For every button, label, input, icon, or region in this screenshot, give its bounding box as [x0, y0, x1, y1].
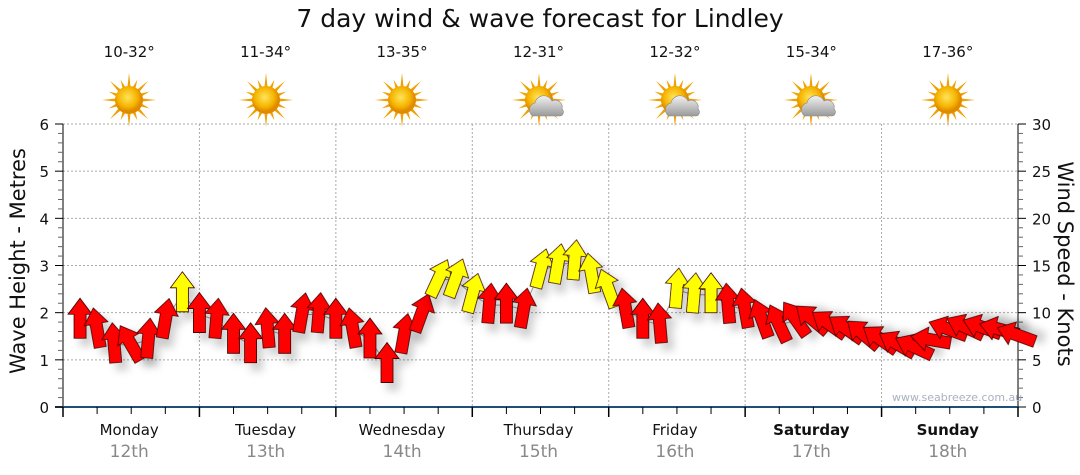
x-tick-label-date: 13th	[246, 442, 286, 462]
y-tick-label-right: 5	[1032, 352, 1042, 370]
wind-arrow	[996, 321, 1038, 348]
watermark: www.seabreeze.com.au	[892, 391, 1023, 404]
y-tick-label-right: 10	[1032, 305, 1051, 323]
sunny-icon	[101, 72, 157, 128]
day-temperature-range: 12-31°	[512, 43, 565, 61]
sunny-icon	[920, 72, 976, 128]
day-temperature-range: 10-32°	[103, 43, 155, 61]
wind-arrow	[442, 258, 470, 300]
partly-cloudy-icon	[783, 72, 839, 128]
y-tick-label-left: 0	[39, 399, 49, 417]
wind-arrow	[910, 326, 952, 352]
wind-arrow	[339, 307, 365, 349]
wind-arrow	[220, 312, 247, 354]
x-tick-label-day: Thursday	[503, 421, 574, 439]
wind-arrow	[83, 307, 109, 349]
x-tick-label-date: 12th	[109, 442, 149, 462]
y-tick-label-left: 5	[39, 163, 49, 181]
day-temperature-range: 12-32°	[649, 43, 701, 61]
wind-arrow	[493, 282, 520, 324]
wind-arrows	[67, 239, 1038, 383]
wind-arrow	[612, 287, 638, 330]
x-tick-label-day: Tuesday	[235, 421, 297, 439]
x-tick-label-date: 14th	[382, 442, 422, 462]
x-tick-label-date: 16th	[655, 442, 695, 462]
wind-arrow	[594, 268, 622, 310]
y-tick-label-right: 15	[1032, 258, 1051, 276]
wind-arrow	[374, 341, 400, 383]
wind-arrow	[169, 271, 196, 313]
wind-arrow	[357, 317, 383, 359]
x-tick-label-date: 17th	[791, 442, 831, 462]
wind-arrow	[847, 320, 883, 353]
x-tick-label-day: Sunday	[916, 421, 979, 439]
partly-cloudy-icon	[647, 72, 703, 128]
x-tick-label-day: Monday	[99, 421, 159, 439]
chart-title: 7 day wind & wave forecast for Lindley	[296, 4, 784, 33]
y-tick-label-left: 1	[39, 352, 49, 370]
y-tick-label-left: 6	[39, 116, 49, 134]
x-tick-label-day: Saturday	[773, 421, 850, 439]
wind-arrow	[117, 325, 146, 364]
day-temperature-range: 13-35°	[376, 43, 428, 61]
wind-arrow	[153, 297, 179, 340]
wind-arrow	[511, 287, 538, 330]
x-tick-label-day: Wednesday	[358, 421, 446, 439]
wind-arrow	[698, 272, 724, 314]
wind-arrow	[946, 313, 987, 342]
wind-arrow	[795, 305, 832, 337]
y-tick-label-right: 30	[1032, 116, 1051, 134]
day-temperature-range: 11-34°	[240, 43, 292, 61]
sunny-icon	[374, 72, 430, 128]
y-tick-label-right: 20	[1032, 210, 1051, 228]
x-tick-label-date: 18th	[928, 442, 968, 462]
wind-arrow	[237, 322, 264, 364]
wind-arrow	[204, 297, 230, 340]
partly-cloudy-icon	[511, 72, 567, 128]
y-tick-label-left: 3	[39, 258, 49, 276]
wind-arrow	[928, 315, 970, 342]
y-axis-label-left: Wave Height - Metres	[6, 148, 30, 374]
y-axis-label-right: Wind Speed - Knots	[1053, 161, 1077, 367]
axes: 0 1 2 3 4 5 6 0 5 10 15 20 25 30	[39, 116, 1051, 417]
y-tick-label-right: 25	[1032, 163, 1051, 181]
x-tick-label-date: 15th	[518, 442, 559, 462]
sunny-icon	[238, 72, 294, 128]
day-temperature-range: 15-34°	[785, 43, 837, 61]
y-tick-label-left: 2	[39, 305, 49, 323]
y-tick-label-right: 0	[1032, 399, 1042, 417]
day-temperature-range: 17-36°	[922, 43, 974, 61]
x-tick-label-day: Friday	[652, 421, 698, 439]
wind-arrow	[646, 302, 673, 344]
y-tick-label-left: 4	[39, 210, 49, 228]
wind-arrow	[408, 293, 436, 335]
